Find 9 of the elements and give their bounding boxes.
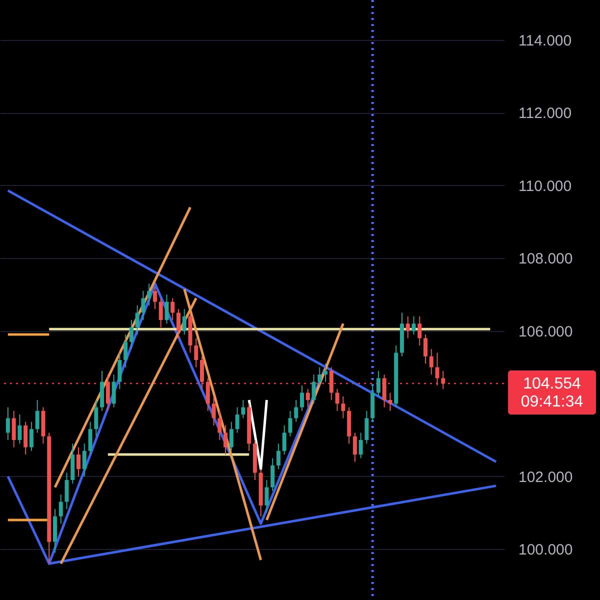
y-tick-label: 112.000 (518, 105, 572, 122)
y-tick-label: 110.000 (518, 178, 572, 195)
y-tick-label: 100.000 (518, 542, 573, 559)
text: 09:41:34 (520, 393, 584, 410)
y-tick-label: 102.000 (518, 468, 573, 486)
ref-line-label: 104.554 (523, 375, 582, 392)
y-tick-label: 108.000 (518, 250, 573, 268)
y-tick-label: 114.000 (518, 32, 572, 50)
y-tick-label: 106.000 (518, 323, 573, 340)
